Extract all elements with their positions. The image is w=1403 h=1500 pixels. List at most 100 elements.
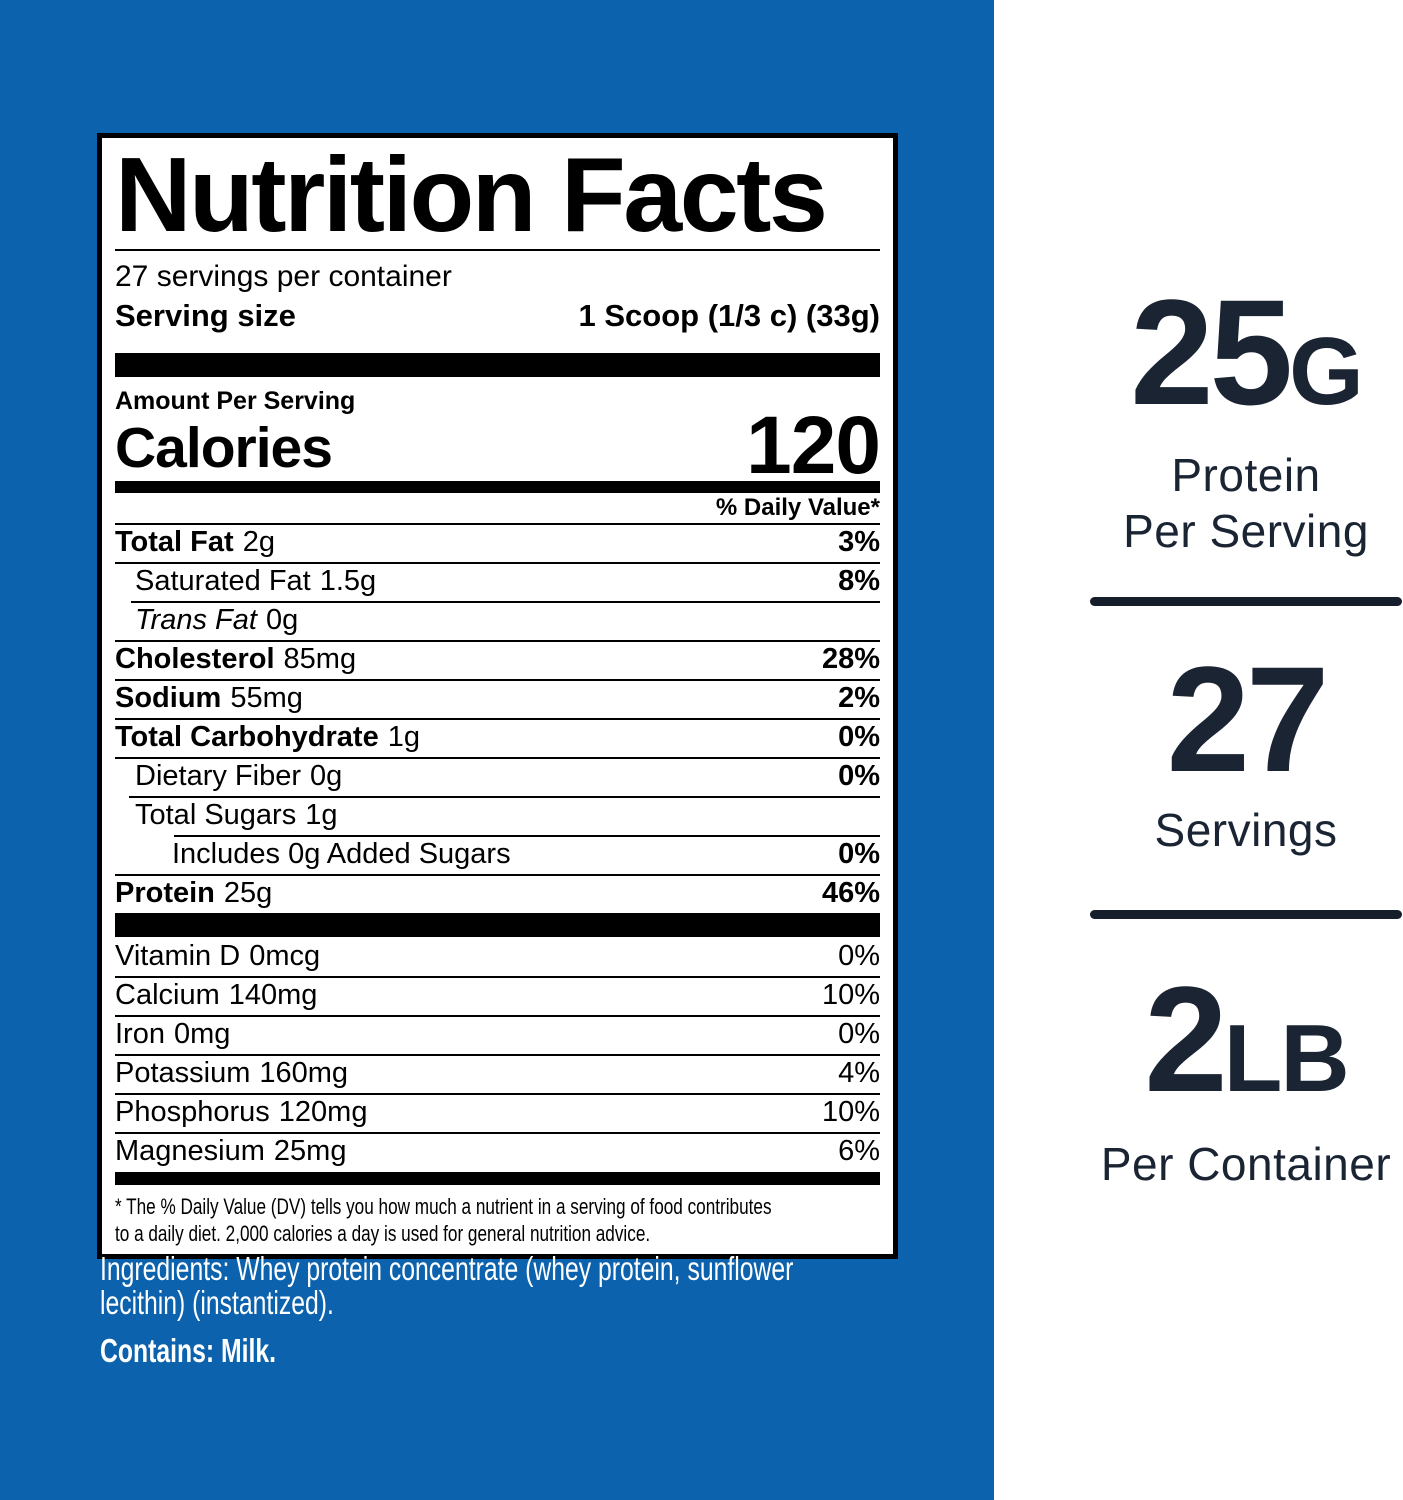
nutrient-name: Saturated Fat: [135, 565, 311, 597]
highlight-unit: G: [1289, 318, 1364, 425]
nutrient-name-amount: Saturated Fat 1.5g: [135, 566, 376, 596]
highlight-protein-per-serving: 25G Protein Per Serving: [1090, 277, 1402, 559]
nutrient-name: Sodium: [115, 682, 222, 714]
nutrient-name: Calcium: [115, 979, 220, 1011]
nutrient-name-amount: Dietary Fiber 0g: [135, 761, 342, 791]
nutrient-amount: 1g: [387, 721, 420, 753]
section-divider: [1090, 910, 1402, 919]
medium-separator-bar: [115, 481, 880, 493]
highlight-servings: 27 Servings: [1090, 644, 1402, 858]
nutrient-name-amount: Sodium 55mg: [115, 683, 303, 713]
footnote-line: to a daily diet. 2,000 calories a day is…: [115, 1221, 651, 1246]
footnote-line: * The % Daily Value (DV) tells you how m…: [115, 1194, 772, 1219]
nutrient-name-amount: Calcium 140mg: [115, 980, 317, 1010]
serving-size-label: Serving size: [115, 298, 296, 333]
nutrient-name-amount: Total Fat 2g: [115, 527, 275, 557]
nutrient-name-amount: Phosphorus 120mg: [115, 1097, 367, 1127]
medium-separator-bar: [115, 1172, 880, 1185]
nutrient-daily-value: 3%: [838, 526, 880, 558]
nutrient-row: Total Sugars 1g: [115, 796, 880, 835]
nutrient-name: Cholesterol: [115, 643, 275, 675]
nutrient-daily-value: 0%: [838, 760, 880, 792]
contains-text: Contains: Milk.: [100, 1332, 277, 1369]
nutrient-daily-value: 6%: [838, 1135, 880, 1167]
nutrient-name-amount: Magnesium 25mg: [115, 1136, 346, 1166]
servings-caption: Servings: [1090, 802, 1402, 858]
ingredients-line: Ingredients: Whey protein concentrate (w…: [100, 1250, 794, 1287]
nutrient-amount: 0g: [310, 760, 343, 792]
weight-caption: Per Container: [1090, 1136, 1402, 1192]
calories-label: Calories: [115, 416, 333, 480]
daily-value-header: % Daily Value*: [715, 494, 880, 521]
highlight-unit: LB: [1223, 1005, 1350, 1112]
nutrient-amount: 25mg: [273, 1135, 347, 1167]
nutrient-name: Iron: [115, 1018, 165, 1050]
nutrient-name-amount: Protein 25g: [115, 878, 272, 908]
servings-per-container: 27 servings per container: [115, 260, 452, 293]
nutrition-facts-label: Nutrition Facts 27 servings per containe…: [97, 133, 898, 1259]
nutrient-row: Cholesterol 85mg 28%: [115, 640, 880, 679]
micronutrient-row: Phosphorus 120mg 10%: [115, 1093, 880, 1132]
micronutrient-row: Magnesium 25mg 6%: [115, 1132, 880, 1171]
nutrient-daily-value: 0%: [838, 838, 880, 870]
nutrient-name-amount: Includes 0g Added Sugars: [172, 839, 511, 869]
nutrient-name-amount: Total Sugars 1g: [135, 800, 337, 830]
nutrient-name-amount: Trans Fat 0g: [135, 605, 298, 635]
nutrient-amount: 140mg: [228, 979, 318, 1011]
nutrient-daily-value: 8%: [838, 565, 880, 597]
caption-line: Per Serving: [1123, 505, 1369, 557]
micronutrient-rows: Vitamin D 0mcg 0% Calcium 140mg 10% Iron 0mg 0% P…: [115, 937, 880, 1171]
nutrient-amount: 1.5g: [319, 565, 377, 597]
ingredients-block: Ingredients: Whey protein concentrate (w…: [100, 1252, 895, 1368]
nutrient-amount: 25g: [223, 877, 273, 909]
nutrient-name-amount: Potassium 160mg: [115, 1058, 348, 1088]
nutrient-amount: 0mg: [173, 1018, 231, 1050]
protein-caption: Protein Per Serving: [1090, 447, 1402, 559]
calories-row: Calories 120: [115, 405, 881, 487]
section-divider: [1090, 597, 1402, 606]
nutrient-amount: 0mcg: [249, 940, 321, 972]
title-divider: [115, 249, 880, 251]
nutrient-amount: 120mg: [278, 1096, 368, 1128]
nutrient-name: Phosphorus: [115, 1096, 270, 1128]
highlights-column: 25G Protein Per Serving 27 Servings 2LB …: [1090, 277, 1402, 1192]
nutrient-daily-value: 0%: [838, 721, 880, 753]
thick-separator-bar: [115, 913, 880, 937]
nutrient-name: Includes 0g Added Sugars: [172, 838, 511, 870]
nutrient-amount: 85mg: [283, 643, 357, 675]
nutrient-name-amount: Total Carbohydrate 1g: [115, 722, 420, 752]
daily-value-footnote: * The % Daily Value (DV) tells you how m…: [115, 1193, 895, 1247]
highlight-container-weight: 2LB Per Container: [1090, 964, 1402, 1192]
nutrient-row: Total Carbohydrate 1g 0%: [115, 718, 880, 757]
nutrient-name: Magnesium: [115, 1135, 265, 1167]
nutrient-name: Total Sugars: [135, 799, 297, 831]
nutrient-daily-value: 4%: [838, 1057, 880, 1089]
nutrient-daily-value: 0%: [838, 940, 880, 972]
nutrient-name-amount: Iron 0mg: [115, 1019, 230, 1049]
nutrient-amount: 0g: [265, 604, 299, 636]
nutrient-amount: 1g: [305, 799, 338, 831]
serving-size-row: Serving size 1 Scoop (1/3 c) (33g): [115, 296, 880, 336]
nutrient-name-amount: Vitamin D 0mcg: [115, 941, 320, 971]
highlight-number: 25: [1130, 268, 1293, 436]
nutrient-daily-value: 0%: [838, 1018, 880, 1050]
nutrient-row: Protein 25g 46%: [115, 874, 880, 913]
servings-count-value: 27: [1090, 644, 1402, 794]
nutrient-name-amount: Cholesterol 85mg: [115, 644, 356, 674]
nutrient-row: Dietary Fiber 0g 0%: [115, 757, 880, 796]
nutrient-amount: 55mg: [230, 682, 303, 714]
nutrient-amount: 160mg: [259, 1057, 349, 1089]
weight-value: 2LB: [1090, 964, 1402, 1124]
highlight-number: 2: [1144, 955, 1227, 1123]
nutrient-name: Potassium: [115, 1057, 251, 1089]
nutrient-name: Protein: [115, 877, 215, 909]
nutrient-name: Trans Fat: [135, 604, 257, 636]
nutrient-daily-value: 28%: [821, 643, 880, 675]
nutrient-name: Total Fat: [115, 526, 234, 558]
thick-separator-bar: [115, 353, 880, 377]
nutrition-facts-title: Nutrition Facts: [115, 136, 828, 254]
nutrient-name: Total Carbohydrate: [115, 721, 379, 753]
micronutrient-row: Calcium 140mg 10%: [115, 976, 880, 1015]
micronutrient-row: Iron 0mg 0%: [115, 1015, 880, 1054]
caption-line: Per Container: [1100, 1138, 1392, 1190]
